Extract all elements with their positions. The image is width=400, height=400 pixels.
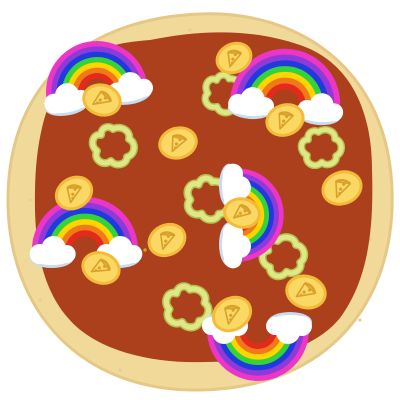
gold-coin: [143, 248, 147, 252]
gold-coin: [54, 175, 94, 211]
gold-coin: [158, 126, 198, 160]
cloud: [219, 163, 251, 210]
cloud: [29, 236, 76, 268]
gold-coin: [265, 103, 305, 137]
crust-speckle: [358, 318, 362, 322]
crust-speckle: [118, 368, 122, 372]
gold-coin: [211, 295, 253, 333]
gold-coins: [54, 41, 363, 333]
gold-coin: [321, 170, 363, 206]
pepper-ring: [162, 282, 213, 332]
gold-coin: [81, 251, 121, 285]
crust-speckle: [28, 198, 32, 202]
gold-coin: [82, 83, 122, 117]
gold-coin: [147, 222, 187, 258]
crust-speckle: [188, 28, 192, 32]
gold-coin: [215, 41, 253, 75]
cloud: [266, 312, 312, 344]
gold-coin: [285, 274, 327, 310]
rainbow: [227, 48, 344, 126]
pepper-ring: [297, 126, 346, 170]
cloud: [227, 87, 275, 120]
rainbow: [44, 41, 153, 116]
pepper-ring: [88, 123, 138, 169]
gold-coin: [223, 197, 261, 229]
crust-speckle: [38, 298, 42, 302]
rainbow-clouds: [29, 41, 344, 381]
rainbow: [202, 312, 312, 381]
cloud: [296, 93, 344, 126]
pepper-ring: [258, 233, 309, 281]
